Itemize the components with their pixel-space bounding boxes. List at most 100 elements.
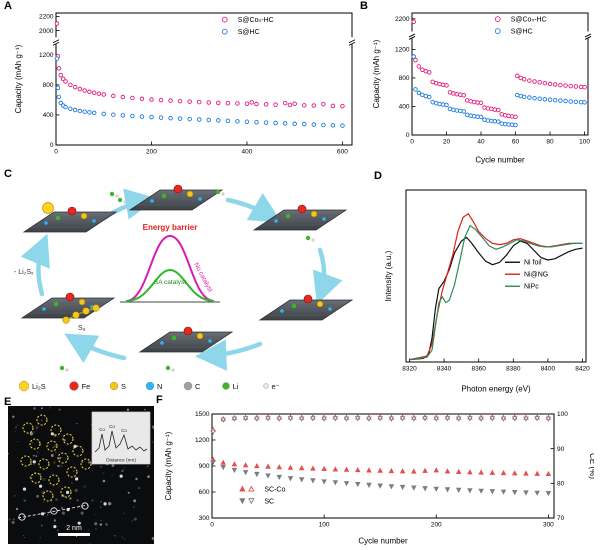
single-atom-marker: [29, 438, 41, 450]
series-sc-co-capacity: [210, 456, 552, 477]
panel-d-xanes-chart: 8320 8340 8360 8380 8400 8420 Photon energy (e…: [382, 182, 594, 394]
svg-text:300: 300: [199, 515, 210, 522]
li-ion: [59, 365, 65, 371]
electron: [221, 192, 225, 196]
svg-text:0: 0: [54, 149, 58, 156]
single-atom-marker: [22, 422, 34, 434]
electron: [123, 200, 127, 204]
s8-annotation: S₈: [78, 325, 86, 332]
svg-text:20: 20: [443, 139, 451, 146]
electron: [171, 368, 175, 372]
li-atom: [53, 301, 59, 307]
svg-text:8360: 8360: [471, 366, 486, 373]
fe-atom: [65, 292, 75, 302]
svg-text:1200: 1200: [39, 52, 54, 59]
svg-text:0: 0: [50, 142, 54, 149]
linescan-path: [17, 504, 89, 519]
svg-text:200: 200: [146, 149, 157, 156]
legend-label: e⁻: [272, 382, 280, 391]
svg-text:Capacity (mAh g⁻¹): Capacity (mAh g⁻¹): [164, 431, 173, 500]
svg-text:400: 400: [399, 104, 410, 111]
n-atom: [208, 339, 212, 343]
li2sx-annotation: - Li₂Sₓ: [14, 269, 34, 276]
li-atom: [291, 303, 297, 309]
n-atom: [198, 197, 202, 201]
li-ion: [165, 365, 171, 371]
no-catalyst-curve: [125, 234, 215, 302]
n-atom: [274, 219, 278, 223]
panel-e-stem-image: Co Co Co Distance (nm) 2 nm: [7, 406, 156, 545]
svg-text:2200: 2200: [39, 14, 54, 21]
co-peak-label: Co: [99, 427, 105, 432]
single-atom-marker: [57, 452, 69, 464]
co-peak-label: Co: [121, 428, 127, 433]
n-atom: [160, 341, 164, 345]
svg-text:800: 800: [43, 82, 54, 89]
svg-text:NiPc: NiPc: [524, 284, 539, 291]
s-atom: [186, 190, 194, 198]
svg-text:S@Coₙ-HC: S@Coₙ-HC: [511, 17, 547, 24]
series-s@hc: [54, 56, 345, 128]
svg-text:S@Coₙ-HC: S@Coₙ-HC: [238, 17, 274, 24]
graphene-sheet: [138, 326, 234, 353]
single-atom-marker: [30, 472, 42, 484]
li-atom: [171, 335, 177, 341]
svg-text:70: 70: [557, 515, 565, 522]
legend-label: Li: [233, 382, 239, 391]
polysulfide-chain: [92, 304, 100, 312]
svg-text:80: 80: [557, 481, 565, 488]
legend-swatch-Li: [222, 382, 230, 390]
single-atom-marker: [62, 433, 74, 445]
svg-text:60: 60: [512, 139, 520, 146]
single-atom-marker: [48, 474, 60, 486]
s-atom: [78, 298, 86, 306]
svg-text:100: 100: [319, 522, 330, 529]
svg-text:900: 900: [199, 463, 210, 470]
panel-label-f: F: [156, 394, 163, 406]
polysulfide-chain: [62, 316, 70, 324]
polysulfide-chain: [72, 311, 80, 319]
scale-bar-label: 2 nm: [66, 525, 82, 532]
schematic-svg: Energy barrier No catalyst SA catalyst - Li…: [14, 184, 354, 392]
co-peak-label: Co: [109, 424, 115, 429]
single-atom-marker: [80, 458, 92, 470]
svg-text:80: 80: [546, 139, 554, 146]
electron: [65, 368, 69, 372]
legend-label: S: [121, 382, 126, 391]
fe-atom: [173, 184, 183, 194]
scale-bar: [58, 533, 90, 536]
svg-text:300: 300: [543, 522, 554, 529]
svg-text:400: 400: [43, 112, 54, 119]
panel-label-c: C: [4, 168, 12, 180]
svg-text:SC-Co: SC-Co: [264, 486, 285, 493]
s-atom: [196, 332, 204, 340]
legend-label: N: [157, 382, 162, 391]
series-ni@ng: [409, 212, 583, 361]
n-atom: [42, 307, 46, 311]
legend-swatch-Li₂S: [18, 380, 30, 392]
inset-xlabel: Distance (nm): [106, 458, 136, 464]
svg-text:Capacity (mAh g⁻¹): Capacity (mAh g⁻¹): [14, 44, 23, 113]
graphene-sheet: [20, 292, 116, 319]
li-atom: [161, 193, 167, 199]
panel-label-e: E: [4, 396, 12, 408]
svg-text:1500: 1500: [195, 411, 210, 418]
panel-a-cycling-chart: 0 200 400 600 0 400 800 1200 2000 2200 Capacity (m…: [12, 5, 360, 165]
panel-c-mechanism-schematic: Energy barrier No catalyst SA catalyst - Li…: [8, 178, 370, 396]
legend-swatch-S: [109, 381, 119, 391]
chart-svg-D: 8320 8340 8360 8380 8400 8420 Photon energy (e…: [384, 189, 590, 394]
panel-f-cycling-ce-chart: 0 100 200 300 300 600 900 1200 1500 70 80 90 100 Cycl…: [162, 404, 597, 546]
svg-text:200: 200: [431, 522, 442, 529]
svg-text:0: 0: [210, 522, 214, 529]
svg-text:SC: SC: [264, 498, 274, 505]
fe-atom: [67, 206, 77, 216]
li-atom: [285, 213, 291, 219]
graphene-sheet: [252, 204, 348, 231]
s-atom: [80, 212, 88, 220]
polysulfide-chain: [82, 307, 90, 315]
fe-atom: [297, 204, 307, 214]
series-nipc: [409, 224, 583, 361]
single-atom-marker: [36, 414, 48, 426]
single-atom-marker: [20, 455, 32, 467]
n-atom: [328, 307, 332, 311]
